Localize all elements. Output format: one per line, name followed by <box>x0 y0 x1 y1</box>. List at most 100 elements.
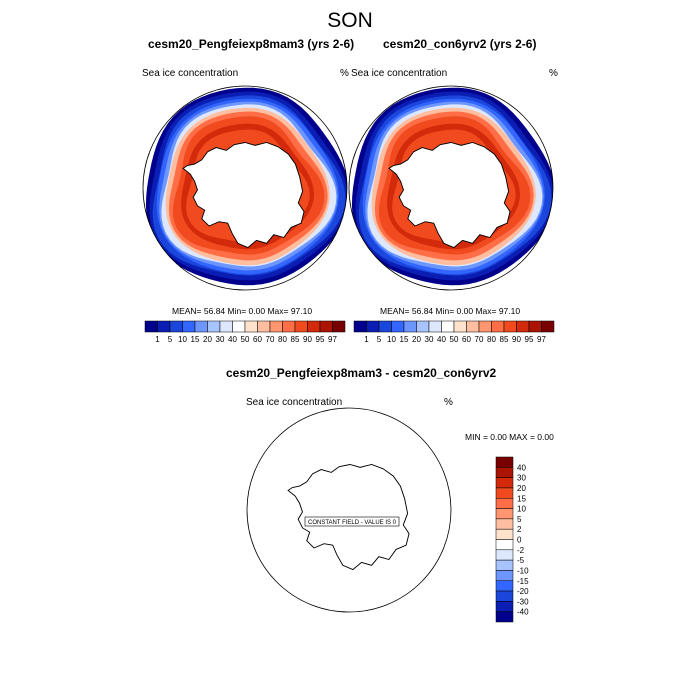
colorbar-swatch <box>491 320 505 333</box>
colorbar-swatch <box>495 477 514 489</box>
colorbar-swatch <box>541 320 555 333</box>
colorbar-swatch <box>495 601 514 612</box>
colorbar-swatch <box>495 498 514 509</box>
colorbar-tick-label: -40 <box>517 608 529 617</box>
colorbar-tick-label: 30 <box>216 335 225 344</box>
colorbar-swatch <box>495 539 514 551</box>
colorbar-swatch <box>495 580 514 592</box>
colorbar-swatch <box>453 320 467 333</box>
right-map-boundary <box>348 85 554 291</box>
colorbar-swatch <box>403 320 417 333</box>
colorbar-tick-label: 60 <box>253 335 262 344</box>
colorbar-swatch <box>282 320 296 333</box>
colorbar-swatch <box>428 320 442 333</box>
colorbar-swatch <box>478 320 492 333</box>
colorbar-tick-label: -15 <box>517 577 529 586</box>
diff-minmax: MIN = 0.00 MAX = 0.00 <box>465 432 554 442</box>
colorbar-tick-label: 5 <box>168 335 173 344</box>
colorbar-swatch <box>169 320 183 333</box>
diff-variable-label: Sea ice concentration <box>246 397 343 408</box>
colorbar-tick-label: 40 <box>228 335 237 344</box>
colorbar-tick-label: 30 <box>425 335 434 344</box>
colorbar-swatch <box>244 320 258 333</box>
colorbar-swatch <box>219 320 233 333</box>
colorbar-swatch <box>307 320 321 333</box>
right-colorbar: 1 5 10 15 20 30 40 50 60 70 80 85 90 95 97 <box>353 320 555 344</box>
colorbar-tick-label: 70 <box>475 335 484 344</box>
colorbar-swatch <box>416 320 430 333</box>
colorbar-tick-label: 50 <box>241 335 250 344</box>
colorbar-swatch <box>232 320 246 333</box>
colorbar-tick-label: 95 <box>525 335 534 344</box>
colorbar-swatch <box>378 320 392 333</box>
colorbar-tick-label: 60 <box>462 335 471 344</box>
colorbar-tick-label: 20 <box>203 335 212 344</box>
colorbar-tick-label: 50 <box>450 335 459 344</box>
colorbar-swatch <box>495 611 514 623</box>
colorbar-tick-label: 90 <box>303 335 312 344</box>
colorbar-swatch <box>528 320 542 333</box>
colorbar-tick-label: 97 <box>328 335 337 344</box>
right-polar-map <box>348 85 554 291</box>
colorbar-swatch <box>194 320 208 333</box>
left-polar-map <box>142 85 348 291</box>
colorbar-tick-label: 85 <box>500 335 509 344</box>
colorbar-tick-label: 80 <box>278 335 287 344</box>
colorbar-tick-label: 90 <box>512 335 521 344</box>
right-units-label: % <box>549 68 558 79</box>
colorbar-tick-label: 40 <box>517 463 526 472</box>
colorbar-tick-label: 30 <box>517 474 526 483</box>
main-title: SON <box>327 9 373 32</box>
colorbar-swatch <box>495 570 514 581</box>
colorbar-tick-label: 20 <box>517 484 526 493</box>
colorbar-swatch <box>495 549 514 561</box>
colorbar-tick-label: 5 <box>517 515 522 524</box>
constant-field-label: CONSTANT FIELD - VALUE IS 0 <box>308 520 397 526</box>
right-antarctica-outline <box>388 141 511 249</box>
left-colorbar: 1 5 10 15 20 30 40 50 60 70 80 85 90 95 97 <box>144 320 346 344</box>
colorbar-tick-label: 5 <box>377 335 382 344</box>
colorbar-tick-label: 95 <box>316 335 325 344</box>
colorbar-tick-label: 10 <box>178 335 187 344</box>
colorbar-swatch <box>332 320 346 333</box>
left-map-boundary <box>142 85 348 291</box>
left-units-label: % <box>340 68 349 79</box>
colorbar-swatch <box>319 320 333 333</box>
colorbar-swatch <box>495 487 514 499</box>
diff-polar-map: CONSTANT FIELD - VALUE IS 0 <box>246 407 452 613</box>
colorbar-tick-label: 1 <box>364 335 369 344</box>
colorbar-tick-label: -10 <box>517 566 529 575</box>
colorbar-tick-label: 0 <box>517 536 522 545</box>
constant-field-box <box>304 516 400 527</box>
colorbar-tick-label: 10 <box>387 335 396 344</box>
right-variable-label: Sea ice concentration <box>351 68 448 79</box>
left-panel-title: cesm20_Pengfeiexp8mam3 (yrs 2-6) <box>148 37 355 51</box>
colorbar-swatch <box>144 320 158 333</box>
colorbar-swatch <box>495 528 514 540</box>
colorbar-swatch <box>495 559 514 571</box>
colorbar-swatch <box>503 320 517 333</box>
colorbar-tick-label: 20 <box>412 335 421 344</box>
colorbar-swatch <box>182 320 196 333</box>
colorbar-tick-label: 40 <box>437 335 446 344</box>
colorbar-swatch <box>269 320 283 333</box>
colorbar-swatch <box>257 320 271 333</box>
diff-panel-title: cesm20_Pengfeiexp8mam3 - cesm20_con6yrv2 <box>226 366 497 380</box>
colorbar-swatch <box>157 320 171 333</box>
colorbar-tick-label: 97 <box>537 335 546 344</box>
colorbar-tick-label: -5 <box>517 556 525 565</box>
colorbar-swatch <box>391 320 405 333</box>
colorbar-tick-label: 10 <box>517 505 526 514</box>
colorbar-tick-label: 85 <box>291 335 300 344</box>
right-panel-title: cesm20_con6yrv2 (yrs 2-6) <box>383 37 537 51</box>
colorbar-tick-label: 80 <box>487 335 496 344</box>
colorbar-swatch <box>516 320 530 333</box>
colorbar-swatch <box>294 320 308 333</box>
colorbar-tick-label: -30 <box>517 597 529 606</box>
colorbar-tick-label: 2 <box>517 525 522 534</box>
colorbar-swatch <box>207 320 221 333</box>
colorbar-swatch <box>466 320 480 333</box>
